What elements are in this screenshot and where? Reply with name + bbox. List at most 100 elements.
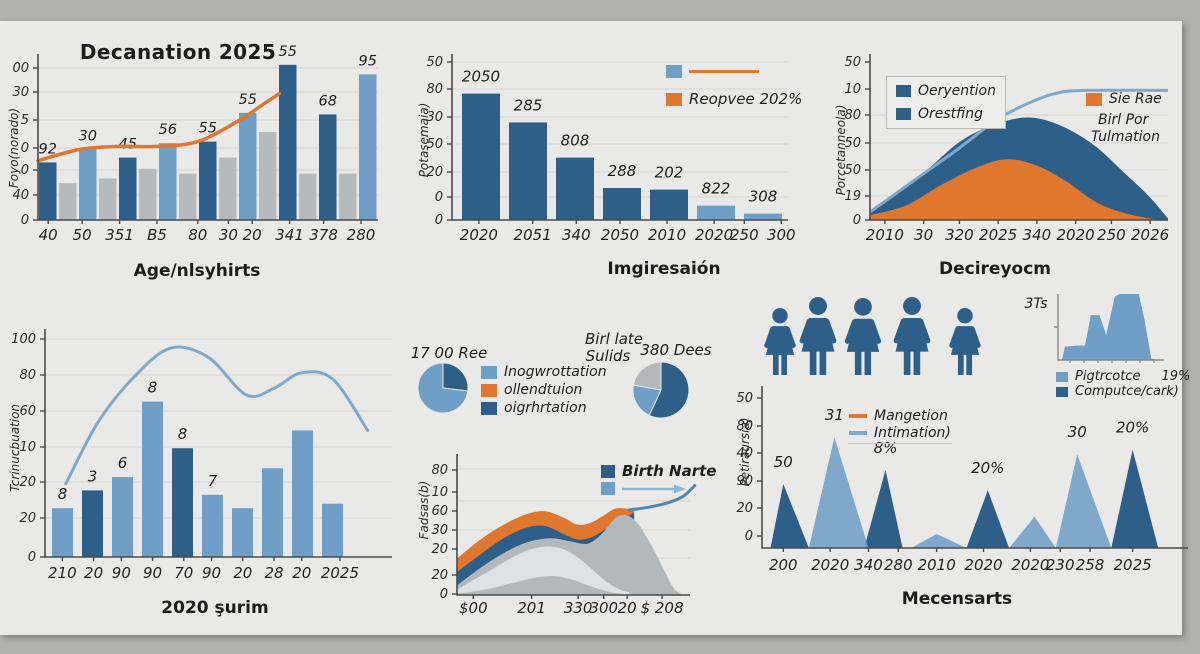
triangle-peak — [911, 534, 967, 548]
legend-swatch-orange — [1086, 92, 1102, 106]
person-arm — [868, 319, 882, 344]
bar — [299, 173, 317, 220]
y-tick-label: 60 — [19, 404, 36, 419]
triangle-peak — [770, 484, 809, 548]
x-tick-label: 40 — [39, 226, 58, 244]
person-arm — [844, 319, 858, 344]
x-tick-label: 90 — [202, 564, 221, 582]
pie-legend-item-2: ollendtuion — [481, 382, 582, 398]
bottom-left-caption: 2020 şurim — [161, 598, 269, 618]
legend-swatch-blue — [1056, 371, 1068, 382]
person-icon — [893, 297, 931, 375]
bottom-right-caption: Mecensarts — [901, 589, 1013, 609]
x-tick-label: 330 — [564, 599, 593, 617]
x-tick-label: 50 — [73, 226, 92, 244]
bottom-right-y-axis-label: Petiraursia) — [738, 417, 752, 487]
bar — [139, 168, 157, 220]
trend-line — [627, 484, 697, 512]
bar — [199, 141, 217, 220]
person-arm — [970, 326, 981, 348]
pie1-title: 17 00 Ree — [410, 344, 488, 362]
x-tick-label: 200 — [769, 556, 798, 574]
x-tick-label: 250 — [730, 226, 759, 244]
x-tick-label: 230 — [1046, 556, 1075, 574]
y-tick-label: 10 — [431, 485, 448, 500]
x-tick-label: 201 — [517, 599, 546, 617]
bar — [262, 468, 283, 557]
area-band-light — [457, 546, 630, 595]
x-tick-label: 2051 — [514, 226, 552, 244]
trend-line — [869, 88, 1169, 214]
person-head — [809, 297, 827, 315]
legend-label: oigrhrtation — [504, 400, 587, 416]
bar — [202, 494, 223, 557]
y-tick-label: 40 — [736, 446, 753, 461]
peak-label: 50 — [774, 453, 793, 471]
y-tick-label: 50 — [844, 55, 861, 70]
y-tick-label: 80 — [426, 82, 443, 97]
legend-label: Computce/cark) — [1075, 384, 1179, 399]
person-arm — [917, 318, 931, 344]
y-tick-label: 20 — [426, 165, 443, 180]
bar — [172, 448, 193, 557]
person-head — [957, 308, 973, 324]
y-tick-label: 50 — [736, 391, 753, 406]
mini-legend-row2: Computce/cark) — [1056, 384, 1179, 399]
top-right-caption: Decireyocm — [938, 259, 1052, 279]
pie-slice — [632, 361, 662, 391]
bar-label: 3 — [88, 467, 98, 485]
top-right-legend-box: Oeryention Orestfing — [886, 76, 1006, 129]
x-tick-label: 2025 — [321, 564, 359, 582]
x-tick-label: 378 — [309, 226, 338, 244]
area-legend-arrow-row — [601, 482, 615, 495]
y-tick-label: 80 — [431, 463, 448, 478]
bar — [556, 157, 594, 220]
bar — [179, 173, 197, 220]
bar — [359, 74, 377, 221]
bar-label: 56 — [159, 122, 177, 138]
bar-label: 8 — [148, 379, 158, 397]
y-tick-label: 5 — [21, 113, 29, 128]
x-tick-label: 300 — [767, 226, 796, 244]
bar-label: 202 — [655, 164, 684, 182]
legend-label: Mangetion — [874, 408, 948, 424]
y-tick-label: 50 — [426, 55, 443, 70]
x-tick-label: 30 — [219, 226, 238, 244]
x-tick-label: B5 — [147, 226, 167, 244]
legend-swatch-blue — [601, 464, 615, 478]
legend-item: Orestfing — [896, 106, 996, 122]
bar — [319, 114, 337, 220]
y-tick-label: 10 — [844, 82, 861, 97]
triangle-peak — [966, 490, 1010, 548]
person-icon — [844, 298, 882, 375]
x-tick-label: 2025 — [979, 226, 1017, 244]
bar — [650, 189, 688, 220]
person-icon — [799, 297, 837, 375]
triangle-peak — [864, 470, 903, 548]
bar-label: 288 — [608, 162, 637, 180]
x-tick-label: 2050 — [601, 226, 639, 244]
bar-label: 8 — [178, 425, 188, 443]
top-middle-legend-row1 — [666, 65, 759, 78]
x-tick-label: 20 — [233, 564, 252, 582]
top-left-y-axis-label: Foyo(norado) — [7, 107, 21, 189]
legend-swatch-blue — [1056, 386, 1068, 397]
x-tick-label: 28 — [264, 564, 283, 582]
legend-label: Pigtrcotce — [1075, 369, 1141, 384]
bar-label: 822 — [702, 180, 731, 198]
top-right-legend-sub1: Birl Por — [1098, 112, 1149, 128]
y-tick-label: 10 — [19, 440, 36, 455]
mini-chart-label: 3Ts — [1024, 296, 1048, 312]
person-leg — [854, 350, 862, 375]
bar — [279, 64, 297, 220]
x-tick-label: 2010 — [648, 226, 686, 244]
bar — [142, 401, 163, 557]
bar-label: 808 — [561, 132, 590, 150]
top-left-title: Decanation 2025 — [79, 40, 277, 64]
y-tick-label: 0 — [21, 163, 29, 178]
x-tick-label: 2020 — [1057, 226, 1095, 244]
triangle-peak — [1009, 516, 1056, 548]
bar — [82, 490, 103, 557]
x-tick-label: 80 — [188, 226, 207, 244]
x-tick-label: 2025 — [1114, 556, 1152, 574]
